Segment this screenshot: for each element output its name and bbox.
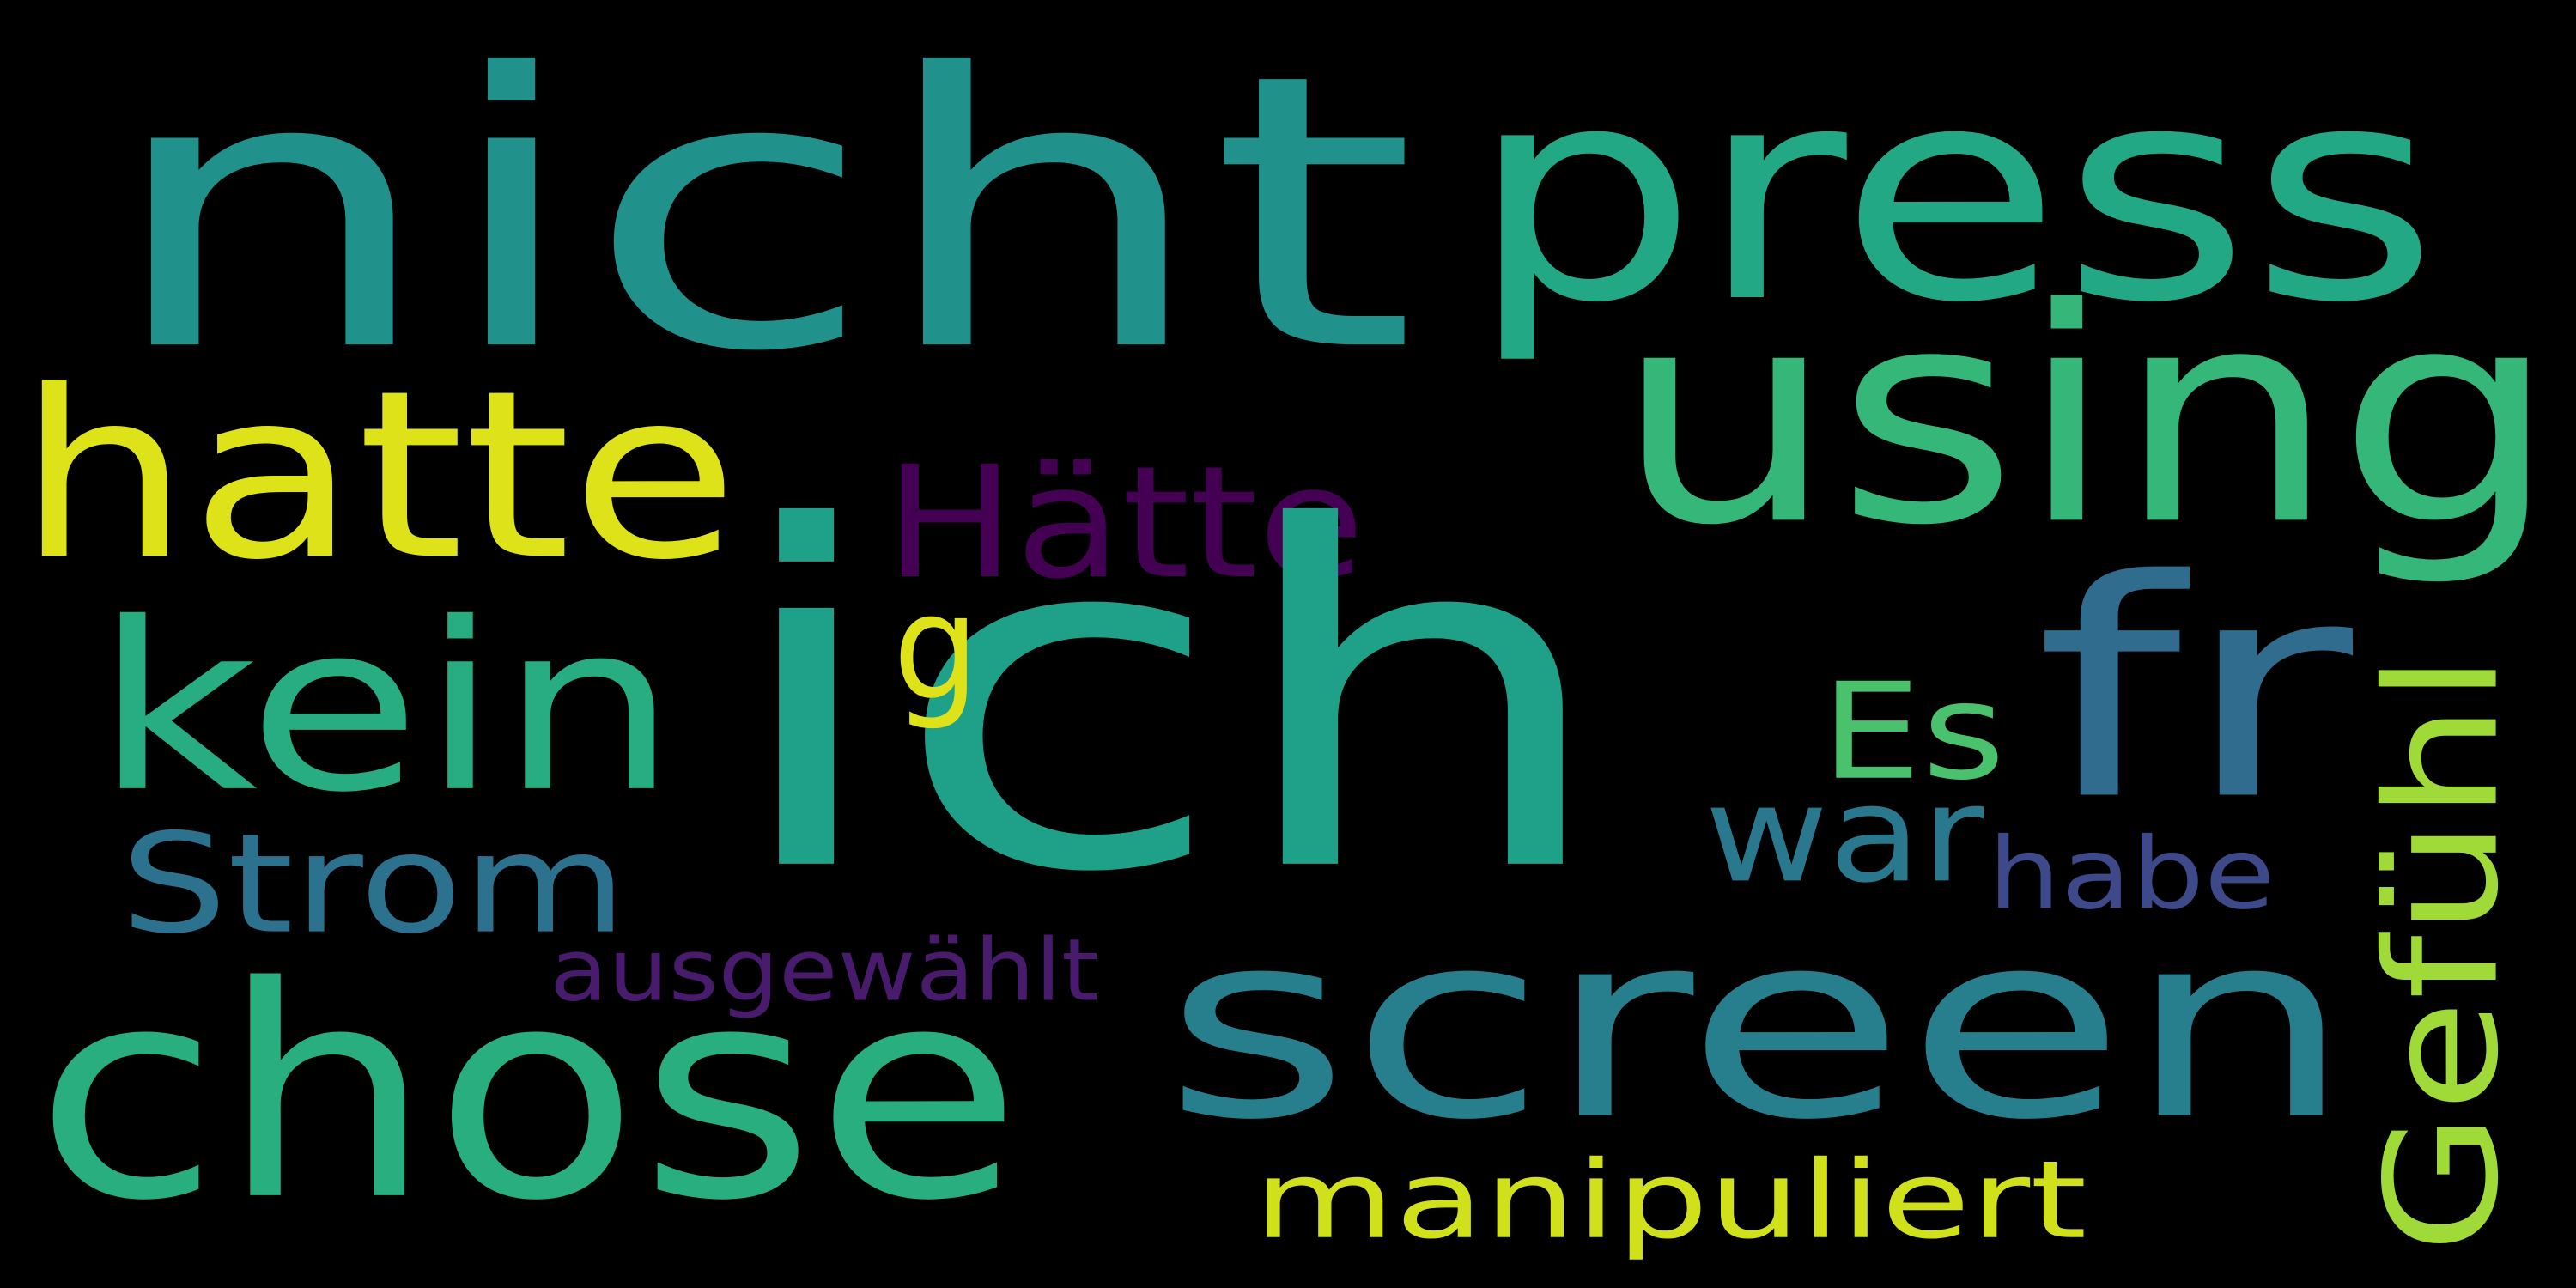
word-nicht: nicht bbox=[103, 0, 1418, 434]
word-hatte: hatte bbox=[17, 341, 739, 611]
word-kein: kein bbox=[94, 573, 678, 843]
word-fr: fr bbox=[2035, 515, 2354, 866]
word-manipuliert: manipuliert bbox=[1254, 1137, 2087, 1263]
word-haette: Hätte bbox=[884, 434, 1365, 613]
word-chose: chose bbox=[34, 925, 1023, 1265]
word-habe: habe bbox=[1988, 816, 2275, 932]
word-using: using bbox=[1614, 246, 2559, 591]
word-screen: screen bbox=[1163, 876, 2353, 1176]
word-gefuehl: Gefühl bbox=[2352, 653, 2533, 1254]
word-g: g bbox=[893, 563, 980, 733]
word-ausgewaehlt: ausgewählt bbox=[550, 920, 1099, 1021]
word-strom: Strom bbox=[120, 804, 628, 965]
word-press: press bbox=[1468, 23, 2439, 368]
word-war: war bbox=[1704, 757, 1984, 913]
word-es: Es bbox=[1820, 653, 2006, 810]
word-ich: ich bbox=[721, 429, 1615, 975]
